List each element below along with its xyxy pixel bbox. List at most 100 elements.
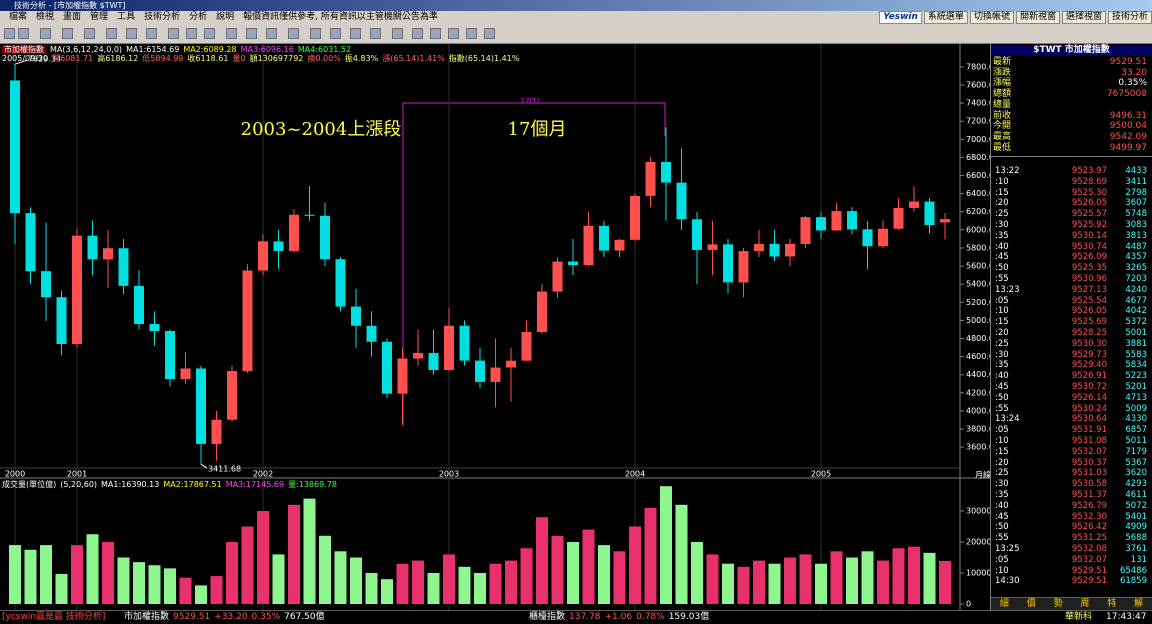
- tick-price: 9530.58: [1071, 479, 1107, 490]
- x-tick-label: 2002: [253, 470, 273, 479]
- menu-item[interactable]: 工具: [117, 12, 136, 22]
- tool-icon[interactable]: [84, 28, 95, 39]
- tool-icon[interactable]: [484, 28, 495, 39]
- volume-bar: [71, 545, 83, 604]
- menu-item[interactable]: 管理: [90, 12, 109, 22]
- y-tick-label: 0: [966, 600, 971, 609]
- window-button[interactable]: 切換帳號: [969, 11, 1014, 24]
- info-item: 2005/09/30: [2, 54, 49, 63]
- tick-volume: 5834: [1125, 360, 1147, 371]
- tick-price: 9530.37: [1071, 457, 1107, 468]
- legend-item: MA1:6154.69: [126, 45, 180, 54]
- tool-icon[interactable]: [350, 28, 361, 39]
- menu-item[interactable]: 畫面: [63, 12, 82, 22]
- tool-icon[interactable]: [266, 28, 277, 39]
- legend-item: MA2:6089.28: [183, 45, 237, 54]
- tool-icon[interactable]: [370, 28, 381, 39]
- status-field: 767.50億: [284, 612, 325, 622]
- y-tick-label: 6600.0: [966, 171, 990, 180]
- menu-item[interactable]: 檢視: [36, 12, 55, 22]
- tool-icon[interactable]: [18, 28, 29, 39]
- tick-row: 13:24 9530.64 4330: [993, 414, 1149, 425]
- tool-icon[interactable]: [246, 28, 257, 39]
- tab[interactable]: 解: [1134, 599, 1144, 609]
- y-tick-label: 6800.0: [966, 153, 990, 162]
- tick-row: :50 9525.35 3265: [993, 263, 1149, 274]
- tab[interactable]: 勢: [1053, 599, 1063, 609]
- tick-time: :25: [995, 468, 1009, 479]
- tool-icon[interactable]: [40, 28, 51, 39]
- y-tick-label: 6000.0: [966, 225, 990, 234]
- window-button[interactable]: 開新視窗: [1015, 11, 1060, 24]
- tool-icon[interactable]: [4, 28, 15, 39]
- volume-bar: [381, 579, 393, 604]
- window-button[interactable]: 系統選單: [923, 11, 968, 24]
- menu-item[interactable]: 技術分析: [144, 12, 181, 22]
- menu-item[interactable]: 說明: [216, 12, 235, 22]
- tick-row: :45 9526.09 4357: [993, 252, 1149, 263]
- quote-row: 前收 9496.31: [993, 111, 1149, 122]
- tick-volume: 4909: [1125, 522, 1147, 533]
- tab[interactable]: 細: [999, 599, 1009, 609]
- tick-row: :15 9525.69 5372: [993, 317, 1149, 328]
- tool-icon[interactable]: [204, 28, 215, 39]
- tick-row: :05 9531.91 6857: [993, 425, 1149, 436]
- candle-body: [335, 259, 346, 307]
- candle-body: [413, 352, 423, 359]
- quote-label: 漲幅: [993, 78, 1012, 89]
- tick-volume: 4677: [1125, 295, 1147, 306]
- quote-row: 最新 9529.51: [993, 57, 1149, 68]
- tick-price: 9526.91: [1071, 371, 1107, 382]
- quote-label: 總額: [993, 89, 1012, 100]
- tool-icon[interactable]: [62, 28, 73, 39]
- menu-item[interactable]: 檔案: [9, 12, 28, 22]
- title-bar: 技術分析 - [市加權指數 $TWT]: [0, 0, 1152, 11]
- tab[interactable]: 特: [1107, 599, 1117, 609]
- volume-bar: [9, 545, 21, 604]
- candle-body: [754, 243, 764, 252]
- tick-row: :40 9526.91 5223: [993, 371, 1149, 382]
- tool-icon[interactable]: [430, 28, 441, 39]
- menu-item[interactable]: 分析: [189, 12, 208, 22]
- info-item: 開6081.71: [52, 54, 94, 63]
- tool-icon[interactable]: [392, 28, 403, 39]
- info-item: 振4.83%: [344, 54, 379, 63]
- tool-icon[interactable]: [126, 28, 137, 39]
- tick-price: 9525.57: [1071, 209, 1107, 220]
- tool-icon[interactable]: [168, 28, 179, 39]
- tab[interactable]: 價: [1026, 599, 1036, 609]
- y-tick-label: 3600.0: [966, 443, 990, 452]
- tool-icon[interactable]: [288, 28, 299, 39]
- tool-icon[interactable]: [146, 28, 157, 39]
- tick-volume: 4487: [1125, 241, 1147, 252]
- tool-icon[interactable]: [330, 28, 341, 39]
- tab[interactable]: 周: [1080, 599, 1090, 609]
- candle-body: [769, 243, 780, 257]
- window-button[interactable]: 技術分析: [1107, 11, 1152, 24]
- tool-icon[interactable]: [310, 28, 321, 39]
- legend-item: MA3:6096.16: [240, 45, 294, 54]
- y-tick-label: 5400.0: [966, 280, 990, 289]
- tool-icon[interactable]: [226, 28, 237, 39]
- quote-row: 總量: [993, 100, 1149, 111]
- tool-icon[interactable]: [466, 28, 477, 39]
- tick-row: :45 9530.72 5201: [993, 382, 1149, 393]
- volume-bar: [582, 529, 595, 604]
- quote-value: 9529.51: [1109, 57, 1147, 67]
- tick-row: :10 9528.69 3411: [993, 177, 1149, 188]
- volume-bar: [427, 573, 440, 604]
- tick-price: 9530.64: [1071, 414, 1107, 425]
- candle-body: [304, 214, 315, 216]
- tool-icon[interactable]: [412, 28, 423, 39]
- candle-body: [537, 291, 547, 332]
- candle-body: [707, 244, 718, 250]
- tick-price: 9526.05: [1071, 306, 1107, 317]
- tick-row: :05 9532.07 131: [993, 555, 1149, 566]
- candle-body: [180, 368, 191, 380]
- tool-icon[interactable]: [106, 28, 117, 39]
- tool-icon[interactable]: [186, 28, 197, 39]
- window-button[interactable]: 選擇視窗: [1061, 11, 1106, 24]
- tick-volume: 3881: [1125, 338, 1147, 349]
- tick-row: 13:25 9532.08 3761: [993, 544, 1149, 555]
- tool-icon[interactable]: [448, 28, 459, 39]
